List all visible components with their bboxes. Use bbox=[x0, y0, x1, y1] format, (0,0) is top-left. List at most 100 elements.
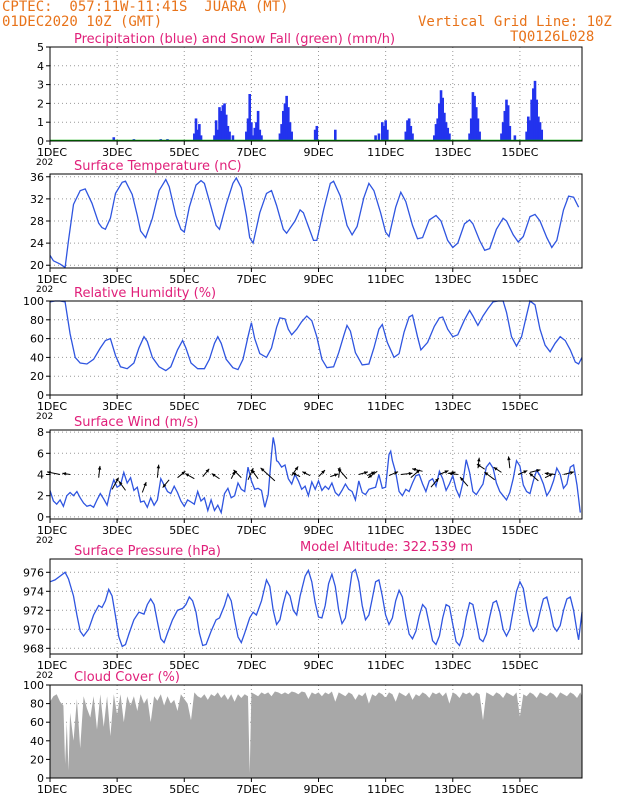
temp-xtick-label: 5DEC bbox=[169, 273, 199, 286]
pressure-ytick-label: 970 bbox=[23, 623, 44, 636]
precip-bar bbox=[468, 133, 471, 141]
wind-vector-head bbox=[544, 471, 549, 476]
temp-ytick-label: 28 bbox=[30, 215, 44, 228]
precip-bar bbox=[476, 118, 480, 141]
precip-bar bbox=[112, 137, 116, 141]
wind-xtick-label: 15DEC bbox=[501, 524, 538, 537]
pressure-ytick-label: 976 bbox=[23, 566, 44, 579]
wind-vector-head bbox=[205, 468, 210, 473]
wind-ytick-label: 2 bbox=[37, 490, 44, 503]
precip-bar bbox=[500, 133, 503, 141]
temp-ytick-label: 32 bbox=[30, 193, 44, 206]
wind-vector-head bbox=[321, 470, 325, 474]
rh-xtick-label: 11DEC bbox=[367, 400, 404, 413]
rh-ytick-label: 40 bbox=[30, 351, 44, 364]
precip-xtick-label: 11DEC bbox=[367, 146, 404, 159]
precip-bar bbox=[439, 90, 443, 141]
precip-bar bbox=[288, 122, 292, 141]
precip-bar bbox=[438, 103, 441, 141]
wind-xtick-label: 11DEC bbox=[367, 524, 404, 537]
wind-vector-head bbox=[292, 472, 297, 476]
wind-line bbox=[49, 437, 581, 515]
precip-bar bbox=[216, 129, 220, 141]
wind-vector-head bbox=[477, 457, 481, 462]
pressure-xtick-label: 7DEC bbox=[236, 659, 266, 672]
precip-bar bbox=[540, 129, 544, 141]
wind-ytick-label: 4 bbox=[37, 469, 44, 482]
precip-bar bbox=[333, 129, 337, 141]
wind-xtick-label: 3DEC bbox=[102, 524, 132, 537]
wind-ytick-label: 8 bbox=[37, 426, 44, 439]
precip-bar bbox=[533, 80, 537, 141]
precip-bar bbox=[231, 135, 235, 141]
precip-bar bbox=[436, 118, 439, 141]
precip-bar bbox=[525, 131, 528, 141]
pressure-ytick-label: 972 bbox=[23, 604, 44, 617]
wind-vector-head bbox=[233, 469, 238, 474]
precip-bar bbox=[473, 95, 476, 141]
wind-vector-head bbox=[119, 481, 123, 486]
precip-bar bbox=[384, 120, 387, 141]
precip-bar bbox=[194, 118, 198, 141]
precip-bar bbox=[535, 99, 538, 141]
precip-bar bbox=[446, 127, 450, 141]
precip-bar bbox=[246, 118, 250, 141]
wind-vector-head bbox=[302, 471, 307, 475]
cloud-xtick-label: 5DEC bbox=[169, 783, 199, 796]
wind-vector-head bbox=[476, 464, 481, 468]
precip-bar bbox=[255, 122, 258, 141]
temp-title: Surface Temperature (nC) bbox=[74, 159, 242, 174]
wind-xtick-label: 7DEC bbox=[236, 524, 266, 537]
wind-vector-head bbox=[536, 469, 541, 473]
precip-bar bbox=[313, 129, 317, 141]
pressure-xtick-label: 9DEC bbox=[303, 659, 333, 672]
precip-bar bbox=[256, 110, 260, 141]
rh-xtick-label: 1DEC bbox=[37, 400, 67, 413]
wind-vector-head bbox=[211, 473, 216, 477]
cloud-panel: 0 20 40 60 80 100 1DEC 3DEC 5DEC 7DEC 9DEC 11DEC 13D… bbox=[23, 670, 583, 796]
wind-vector-head bbox=[251, 469, 256, 474]
precip-bar bbox=[382, 125, 386, 141]
cloud-xtick-label: 1DEC bbox=[37, 783, 67, 796]
pressure-ytick-label: 974 bbox=[23, 585, 44, 598]
cloud-ytick-label: 60 bbox=[30, 716, 44, 729]
precip-bar bbox=[278, 133, 282, 141]
precip-bar bbox=[281, 110, 285, 141]
precip-bar bbox=[503, 110, 507, 141]
wind-xtick-label: 1DEC bbox=[37, 524, 67, 537]
wind-vector-head bbox=[493, 467, 498, 471]
pressure-title: Surface Pressure (hPa) bbox=[74, 544, 221, 559]
temp-xtick-label: 9DEC bbox=[303, 273, 333, 286]
precip-bar bbox=[508, 125, 512, 141]
rh-xtick-label: 7DEC bbox=[236, 400, 266, 413]
wind-vector-head bbox=[260, 467, 265, 472]
precip-bar bbox=[251, 135, 255, 141]
wind-year-fragment: 202 bbox=[36, 536, 53, 546]
precip-xtick-label: 3DEC bbox=[102, 146, 132, 159]
cloud-ytick-label: 0 bbox=[37, 772, 44, 785]
temp-ytick-label: 20 bbox=[30, 259, 44, 272]
temp-year-fragment: 202 bbox=[36, 285, 53, 295]
rh-panel: 0 20 40 60 80 100 1DEC 3DEC 5DEC 7DEC 9DEC 11DEC 13D… bbox=[23, 286, 583, 422]
precip-bar bbox=[407, 118, 411, 141]
precip-ytick-label: 1 bbox=[37, 116, 44, 129]
cloud-ytick-label: 100 bbox=[23, 679, 44, 692]
cloud-ytick-label: 80 bbox=[30, 698, 44, 711]
precip-bar bbox=[285, 95, 288, 141]
precip-bar bbox=[386, 129, 389, 141]
precip-bar bbox=[250, 122, 253, 141]
precip-ytick-label: 2 bbox=[37, 97, 44, 110]
cloud-frame bbox=[49, 684, 583, 779]
pressure-ytick-label: 968 bbox=[23, 642, 44, 655]
precip-bar bbox=[258, 129, 262, 141]
precip-bar bbox=[315, 125, 319, 141]
wind-xtick-label: 9DEC bbox=[303, 524, 333, 537]
rh-xtick-label: 5DEC bbox=[169, 400, 199, 413]
wind-vector-head bbox=[408, 471, 413, 476]
wind-vector-head bbox=[62, 472, 67, 476]
precip-bar bbox=[528, 120, 532, 141]
rh-ytick-label: 60 bbox=[30, 333, 44, 346]
precip-bar bbox=[221, 105, 225, 141]
